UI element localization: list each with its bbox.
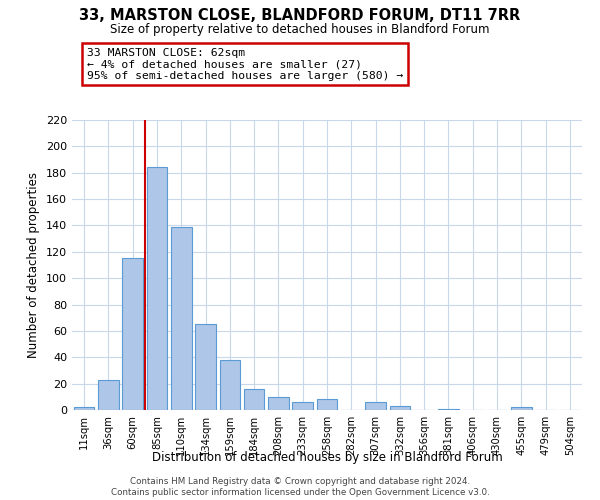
Bar (98, 380, 119, 410)
Bar (146, 168, 167, 410)
Text: Contains public sector information licensed under the Open Government Licence v3: Contains public sector information licen… (110, 488, 490, 497)
Text: Size of property relative to detached houses in Blandford Forum: Size of property relative to detached ho… (110, 22, 490, 36)
Bar (438, 408, 459, 410)
Bar (511, 408, 532, 410)
Text: 33 MARSTON CLOSE: 62sqm
← 4% of detached houses are smaller (27)
95% of semi-det: 33 MARSTON CLOSE: 62sqm ← 4% of detached… (87, 48, 403, 80)
Bar (365, 402, 386, 410)
Bar (317, 400, 337, 410)
Bar (122, 258, 143, 410)
Text: Distribution of detached houses by size in Blandford Forum: Distribution of detached houses by size … (152, 451, 502, 464)
Bar (268, 397, 289, 410)
Bar (220, 360, 240, 410)
Text: Contains HM Land Registry data © Crown copyright and database right 2024.: Contains HM Land Registry data © Crown c… (130, 476, 470, 486)
Y-axis label: Number of detached properties: Number of detached properties (28, 172, 40, 358)
Bar (389, 406, 410, 410)
Bar (292, 402, 313, 410)
Bar (244, 389, 265, 410)
Text: 33, MARSTON CLOSE, BLANDFORD FORUM, DT11 7RR: 33, MARSTON CLOSE, BLANDFORD FORUM, DT11… (79, 8, 521, 22)
Bar (195, 324, 216, 410)
Bar (74, 408, 94, 410)
Bar (171, 227, 191, 410)
